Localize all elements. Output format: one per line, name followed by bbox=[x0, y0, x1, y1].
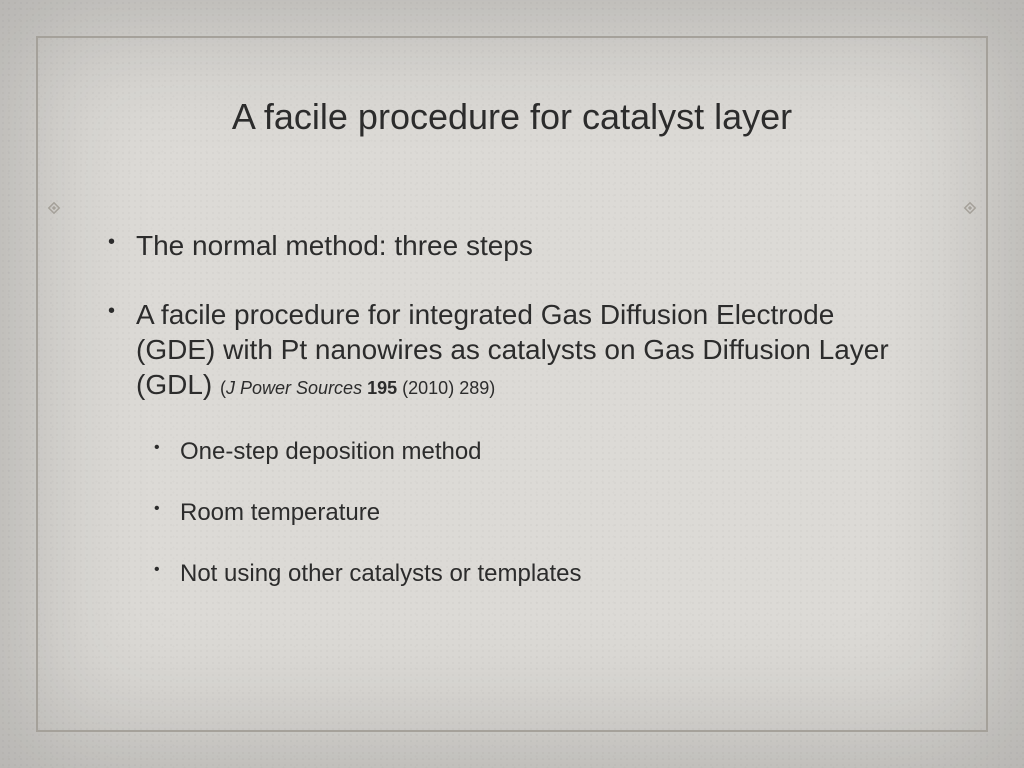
bullet-item: A facile procedure for integrated Gas Di… bbox=[136, 297, 918, 590]
sub-bullet-item: Room temperature bbox=[180, 497, 918, 528]
sub-bullet-list: One-step deposition method Room temperat… bbox=[136, 436, 918, 590]
sub-bullet-item: One-step deposition method bbox=[180, 436, 918, 467]
citation-year-page: (2010) 289 bbox=[402, 378, 489, 398]
slide-content: A facile procedure for catalyst layer Th… bbox=[36, 36, 988, 732]
bullet-list: The normal method: three steps A facile … bbox=[106, 228, 918, 590]
citation-volume: 195 bbox=[367, 378, 397, 398]
citation-close: ) bbox=[489, 378, 495, 398]
slide-title: A facile procedure for catalyst layer bbox=[106, 96, 918, 138]
bullet-text: The normal method: three steps bbox=[136, 230, 533, 261]
citation-journal: J Power Sources bbox=[226, 378, 362, 398]
citation: (J Power Sources 195 (2010) 289) bbox=[220, 378, 495, 398]
bullet-item: The normal method: three steps bbox=[136, 228, 918, 263]
sub-bullet-item: Not using other catalysts or templates bbox=[180, 558, 918, 589]
